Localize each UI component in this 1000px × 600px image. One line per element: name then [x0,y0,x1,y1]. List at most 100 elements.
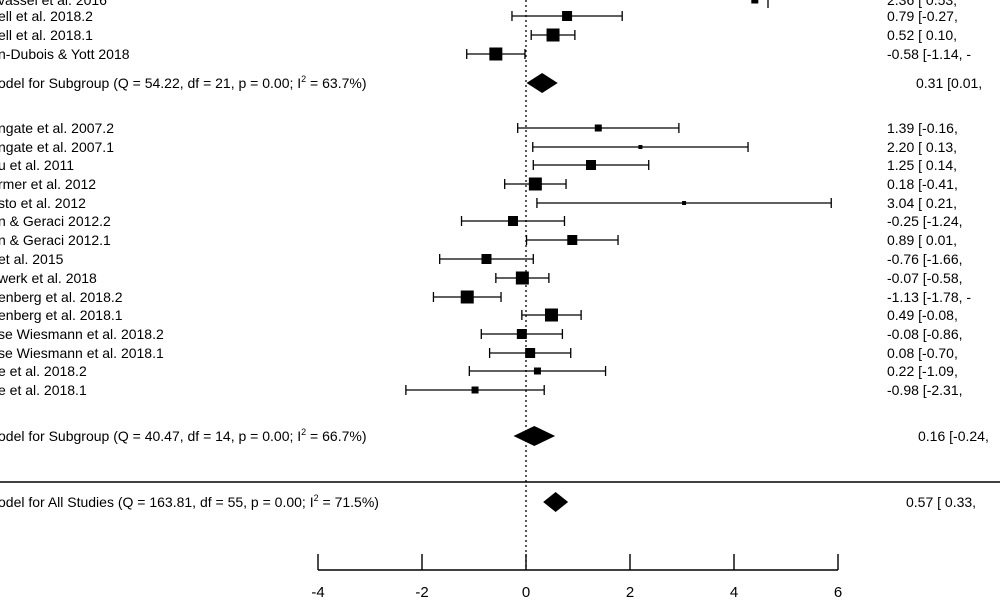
study-estimate-text: 3.04 [ 0.21, [887,195,957,211]
study-estimate-text: 0.22 [-1.09, [887,363,958,379]
study-estimate-text: 0.49 [-0.08, [887,307,958,323]
study-row: et al. 2015 -0.76 [-1.66, [0,251,963,267]
x-axis-tick-label: 4 [730,584,738,600]
study-point-estimate [562,11,573,21]
study-point-estimate [546,28,560,42]
study-row: se Wiesmann et al. 2018.1 0.08 [-0.70, [0,345,958,361]
study-label: ell et al. 2018.2 [0,8,93,24]
summary-diamond [543,492,569,512]
study-row: vassel et al. 2016 2.36 [ 0.53, [0,0,957,8]
study-point-estimate [481,254,492,264]
study-label: ell et al. 2018.1 [0,27,93,43]
study-point-estimate [638,145,643,149]
study-estimate-text: -0.25 [-1.24, [887,213,963,229]
study-estimate-text: 0.18 [-0.41, [887,176,958,192]
study-point-estimate [751,0,759,4]
study-label: ngate et al. 2007.2 [0,120,114,136]
studies-layer: vassel et al. 2016 2.36 [ 0.53, ell et al.… [0,0,971,398]
summary-estimate-text: 0.57 [ 0.33, [906,494,976,510]
study-label: se Wiesmann et al. 2018.2 [0,326,164,342]
study-point-estimate [567,235,578,245]
summary-label-sup: 2 [301,74,306,84]
study-point-estimate [594,124,602,132]
study-row: werk et al. 2018 -0.07 [-0.58, [0,270,963,286]
study-row: e et al. 2018.1 -0.98 [-2.31, [0,382,963,398]
study-point-estimate [528,177,542,191]
study-row: se Wiesmann et al. 2018.2 -0.08 [-0.86, [0,326,963,342]
study-estimate-text: 0.08 [-0.70, [887,345,958,361]
summary-label-tail: = 66.7%) [306,428,366,444]
summary-label-tail: = 71.5%) [319,494,379,510]
study-estimate-text: -0.07 [-0.58, [887,270,963,286]
study-label: n & Geraci 2012.1 [0,232,111,248]
study-row: ell et al. 2018.1 0.52 [ 0.10, [0,27,957,43]
study-estimate-text: 2.36 [ 0.53, [887,0,957,8]
study-point-estimate [544,308,558,322]
x-axis-tick-label: -4 [311,584,324,600]
summary-diamond [526,73,558,93]
study-row: u et al. 2011 1.25 [ 0.14, [0,157,957,173]
x-axis: -4 -2 0 2 4 6 [311,554,842,600]
study-point-estimate [516,329,527,339]
summaries-layer: odel for Subgroup (Q = 54.22, df = 21, p… [0,73,989,512]
study-label: et al. 2015 [0,251,64,267]
study-point-estimate [586,160,596,170]
study-row: e et al. 2018.2 0.22 [-1.09, [0,363,958,379]
study-point-estimate [460,290,474,304]
x-axis-tick-label: -2 [415,584,428,600]
summary-label-tail: = 63.7%) [306,75,366,91]
study-point-estimate [471,386,479,394]
study-point-estimate [533,367,541,375]
study-label: rmer et al. 2012 [0,176,96,192]
summary-label-sup: 2 [314,493,319,503]
study-estimate-text: -0.98 [-2.31, [887,382,963,398]
study-row: sto et al. 2012 3.04 [ 0.21, [0,195,957,211]
study-row: enberg et al. 2018.1 0.49 [-0.08, [0,307,958,323]
study-estimate-text: 1.25 [ 0.14, [887,157,957,173]
summary-label: odel for All Studies (Q = 163.81, df = 5… [0,493,379,510]
summary-label-main: odel for All Studies (Q = 163.81, df = 5… [0,494,314,510]
study-label: ngate et al. 2007.1 [0,139,114,155]
x-axis-tick-label: 6 [834,584,842,600]
x-axis-tick-label: 0 [522,584,530,600]
study-estimate-text: 2.20 [ 0.13, [887,139,957,155]
x-axis-tick-label: 2 [626,584,634,600]
study-estimate-text: 0.89 [ 0.01, [887,232,957,248]
summary-estimate-text: 0.16 [-0.24, [918,428,989,444]
study-row: rmer et al. 2012 0.18 [-0.41, [0,176,958,192]
study-label: vassel et al. 2016 [0,0,107,8]
study-label: u et al. 2011 [0,157,74,173]
study-label: enberg et al. 2018.1 [0,307,123,323]
summary-diamond [513,426,556,446]
study-point-estimate [515,271,529,285]
study-row: enberg et al. 2018.2 -1.13 [-1.78, - [0,289,971,305]
study-label: sto et al. 2012 [0,195,86,211]
study-point-estimate [508,216,518,226]
study-estimate-text: 0.79 [-0.27, [887,8,958,24]
study-estimate-text: -0.58 [-1.14, - [887,46,971,62]
summary-row: odel for All Studies (Q = 163.81, df = 5… [0,492,976,512]
study-estimate-text: 1.39 [-0.16, [887,120,958,136]
study-label: n-Dubois & Yott 2018 [0,46,130,62]
study-estimate-text: 0.52 [ 0.10, [887,27,957,43]
study-row: n & Geraci 2012.1 0.89 [ 0.01, [0,232,957,248]
study-point-estimate [682,201,687,205]
summary-label: odel for Subgroup (Q = 40.47, df = 14, p… [0,427,367,444]
study-row: ngate et al. 2007.1 2.20 [ 0.13, [0,139,957,155]
summary-row: odel for Subgroup (Q = 54.22, df = 21, p… [0,73,982,93]
study-label: e et al. 2018.1 [0,382,87,398]
study-label: enberg et al. 2018.2 [0,289,123,305]
summary-label-main: odel for Subgroup (Q = 40.47, df = 14, p… [0,428,301,444]
study-label: e et al. 2018.2 [0,363,87,379]
study-label: se Wiesmann et al. 2018.1 [0,345,164,361]
study-label: werk et al. 2018 [0,270,97,286]
study-point-estimate [525,348,536,358]
study-row: n-Dubois & Yott 2018 -0.58 [-1.14, - [0,46,971,62]
study-estimate-text: -0.76 [-1.66, [887,251,963,267]
summary-label-sup: 2 [301,427,306,437]
study-estimate-text: -1.13 [-1.78, - [887,289,971,305]
summary-label-main: odel for Subgroup (Q = 54.22, df = 21, p… [0,75,301,91]
study-row: ngate et al. 2007.2 1.39 [-0.16, [0,120,958,136]
summary-estimate-text: 0.31 [0.01, [916,75,982,91]
